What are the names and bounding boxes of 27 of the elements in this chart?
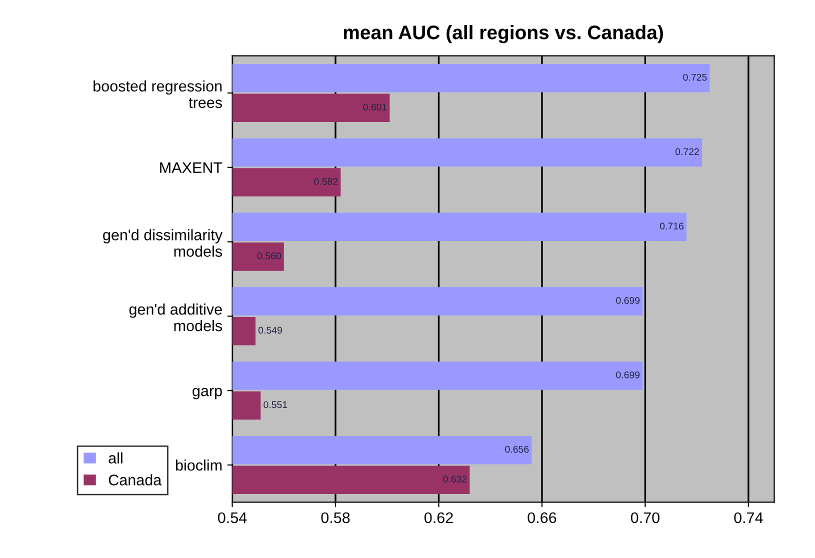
legend-label: all [108,452,122,464]
legend-label: Canada [108,474,162,486]
data-label: 0.699 [616,371,640,378]
data-label: 0.632 [443,476,467,482]
data-label: 0.722 [675,148,699,156]
data-label: 0.699 [616,297,640,304]
y-tick-label: MAXENT [160,162,222,173]
x-tick-label: 0.62 [424,512,453,524]
chart-title: mean AUC (all regions vs. Canada) [344,25,663,44]
y-tick-label: gen'd dissimilarity models [103,229,223,257]
x-tick-label: 0.70 [630,512,660,524]
data-label: 0.560 [257,252,281,260]
data-label: 0.716 [660,222,684,230]
data-label: 0.549 [258,326,282,334]
x-tick-label: 0.58 [321,512,350,524]
data-label: 0.551 [264,401,288,408]
data-label: 0.656 [505,446,529,453]
y-tick-label: gen'd additive models [129,304,222,332]
x-tick-label: 0.74 [734,512,763,524]
x-tick-label: 0.66 [528,512,556,524]
y-tick-label: garp [192,388,222,400]
data-label: 0.725 [683,74,707,81]
data-label: 0.582 [314,178,338,185]
x-tick-label: 0.54 [218,512,247,524]
y-tick-label: bioclim [176,459,222,471]
y-tick-label: boosted regression trees [94,80,222,108]
data-label: 0.601 [363,104,387,110]
